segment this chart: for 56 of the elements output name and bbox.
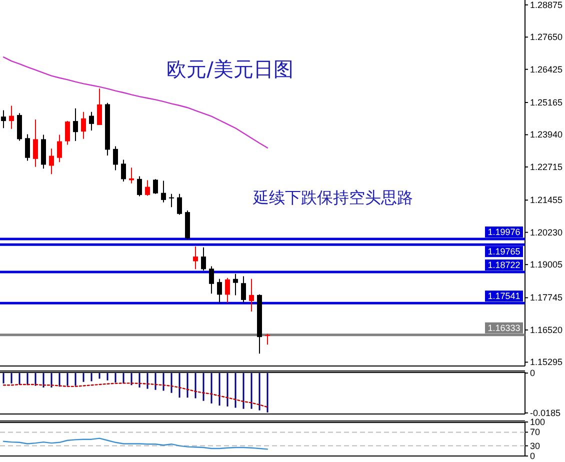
candlestick bbox=[97, 88, 102, 126]
y-tick-label: 1.20230 bbox=[530, 227, 563, 238]
line-series bbox=[2, 382, 268, 408]
y-tick-label: 1.28875 bbox=[530, 0, 563, 10]
line-series bbox=[2, 56, 268, 148]
ref-line-label: 1.19765 bbox=[488, 246, 520, 257]
candlestick bbox=[33, 118, 38, 168]
y-tick-label: 1.22715 bbox=[530, 162, 563, 172]
candlestick bbox=[193, 246, 198, 270]
candlestick bbox=[249, 278, 254, 312]
candlestick bbox=[49, 148, 54, 175]
y-tick-label: 100 bbox=[530, 417, 546, 427]
candlestick bbox=[169, 193, 174, 208]
ref-line-label: 1.16333 bbox=[488, 322, 520, 333]
candlestick bbox=[89, 111, 94, 132]
candlestick bbox=[57, 134, 62, 163]
y-tick-label: 1.27650 bbox=[530, 32, 563, 42]
y-tick-label: 0 bbox=[530, 368, 536, 378]
candlestick bbox=[137, 176, 142, 197]
candlestick bbox=[25, 134, 30, 162]
candlestick bbox=[209, 266, 214, 294]
y-tick-label: 1.17745 bbox=[530, 292, 563, 303]
ref-line-label: 1.19976 bbox=[488, 227, 520, 238]
candlestick bbox=[81, 111, 86, 140]
candlestick bbox=[73, 108, 78, 142]
candlestick bbox=[153, 178, 158, 194]
candlestick bbox=[217, 278, 222, 304]
candlestick bbox=[145, 180, 150, 196]
candlestick bbox=[113, 146, 118, 171]
candlestick bbox=[1, 110, 6, 129]
text: 欧元/美元日图 bbox=[166, 57, 294, 81]
candlestick bbox=[161, 180, 166, 203]
y-tick-label: 1.21455 bbox=[530, 195, 563, 206]
line-series bbox=[2, 438, 268, 450]
candlestick bbox=[65, 120, 70, 146]
candlestick bbox=[265, 333, 270, 346]
y-tick-label: -0.0185 bbox=[530, 408, 561, 418]
ref-line-label: 1.17541 bbox=[488, 291, 520, 302]
candlestick bbox=[201, 246, 206, 271]
ref-line-label: 1.18722 bbox=[488, 260, 520, 270]
candlestick bbox=[241, 276, 246, 304]
annotation: 延续下跌保持空头思路 bbox=[252, 188, 413, 207]
y-tick-label: 1.19005 bbox=[530, 260, 563, 270]
y-tick-label: 1.16520 bbox=[530, 324, 563, 335]
candlestick bbox=[177, 193, 182, 216]
candlestick bbox=[225, 277, 230, 304]
y-tick-label: 1.25165 bbox=[530, 97, 563, 108]
y-tick-label: 30 bbox=[530, 440, 540, 451]
candlestick bbox=[121, 159, 126, 182]
y-tick-label: 1.23940 bbox=[530, 130, 563, 140]
y-tick-label: 1.26425 bbox=[530, 64, 563, 74]
candlestick bbox=[233, 273, 238, 296]
candlestick bbox=[9, 105, 14, 130]
y-tick-label: 0 bbox=[530, 451, 536, 461]
y-tick-label: 70 bbox=[530, 427, 540, 438]
y-tick-label: 1.15295 bbox=[530, 357, 563, 368]
